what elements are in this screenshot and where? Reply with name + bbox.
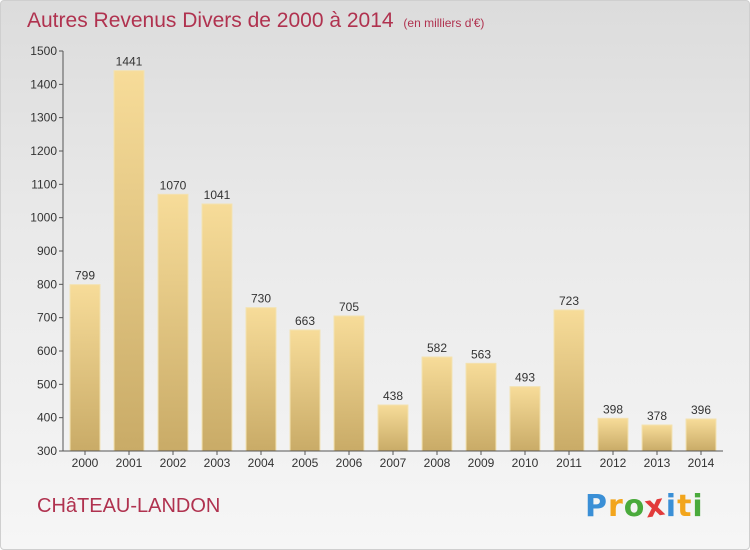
y-tick-500: 500	[37, 377, 57, 391]
chart-subtitle: (en milliers d'€)	[403, 16, 485, 30]
x-tick-2006: 2006	[336, 456, 363, 470]
bar-2008	[421, 356, 453, 452]
logo-letter: P	[585, 489, 608, 524]
bar-2014	[685, 418, 717, 452]
bar-2007	[377, 404, 409, 452]
value-label-2013: 378	[647, 409, 667, 423]
bar-2001	[113, 70, 145, 452]
x-tick-2011: 2011	[556, 456, 582, 470]
y-tick-1500: 1500	[30, 44, 57, 58]
bar-2002	[157, 193, 189, 452]
bar-2012	[597, 417, 629, 452]
bar-2005	[289, 329, 321, 452]
y-tick-400: 400	[37, 411, 57, 425]
value-label-2014: 396	[691, 403, 711, 417]
chart-title: Autres Revenus Divers de 2000 à 2014 (en…	[27, 9, 484, 33]
value-label-2012: 398	[603, 402, 623, 416]
x-tick-2010: 2010	[512, 456, 539, 470]
x-tick-2013: 2013	[644, 456, 671, 470]
bar-2006	[333, 315, 365, 452]
x-tick-2002: 2002	[160, 456, 187, 470]
value-label-2010: 493	[515, 371, 535, 385]
value-label-2008: 582	[427, 341, 447, 355]
value-label-2006: 705	[339, 300, 359, 314]
logo-letter: t	[677, 489, 693, 524]
value-label-2003: 1041	[204, 188, 231, 202]
y-tick-1400: 1400	[30, 77, 57, 91]
x-tick-2000: 2000	[72, 456, 99, 470]
commune-name: CHâTEAU-LANDON	[37, 495, 221, 517]
x-tick-2014: 2014	[688, 456, 715, 470]
logo-letter: i	[692, 489, 704, 524]
logo-letter: r	[608, 489, 624, 524]
y-tick-1200: 1200	[30, 144, 57, 158]
x-tick-2007: 2007	[380, 456, 407, 470]
x-tick-2003: 2003	[204, 456, 231, 470]
bar-2013	[641, 424, 673, 452]
value-label-2009: 563	[471, 347, 491, 361]
proxiti-logo: Proxiti	[585, 487, 704, 526]
value-label-2000: 799	[75, 269, 95, 283]
chart-title-text: Autres Revenus Divers de 2000 à 2014	[27, 9, 394, 32]
y-tick-300: 300	[37, 444, 57, 458]
x-tick-2008: 2008	[424, 456, 451, 470]
y-tick-1100: 1100	[31, 177, 57, 191]
y-tick-700: 700	[37, 311, 57, 325]
bar-2004	[245, 307, 277, 452]
y-tick-800: 800	[37, 277, 57, 291]
logo-letter: o	[623, 489, 646, 524]
value-label-2004: 730	[251, 292, 271, 306]
y-tick-600: 600	[37, 344, 57, 358]
logo-letter: x	[642, 487, 669, 526]
bar-2011	[553, 309, 585, 452]
value-label-2002: 1070	[160, 178, 187, 192]
bar-2000	[69, 284, 101, 452]
bar-2010	[509, 386, 541, 452]
value-label-2007: 438	[383, 389, 403, 403]
value-label-2005: 663	[295, 314, 315, 328]
y-tick-1300: 1300	[30, 111, 57, 125]
x-tick-2004: 2004	[248, 456, 275, 470]
y-tick-900: 900	[37, 244, 57, 258]
x-tick-2012: 2012	[600, 456, 627, 470]
y-tick-1000: 1000	[30, 211, 57, 225]
x-tick-2005: 2005	[292, 456, 319, 470]
logo-letter: i	[665, 489, 678, 524]
bar-2009	[465, 362, 497, 452]
x-tick-2001: 2001	[116, 456, 143, 470]
value-label-2011: 723	[559, 294, 579, 308]
x-tick-2009: 2009	[468, 456, 495, 470]
bar-2003	[201, 203, 233, 452]
value-label-2001: 1441	[116, 55, 143, 69]
